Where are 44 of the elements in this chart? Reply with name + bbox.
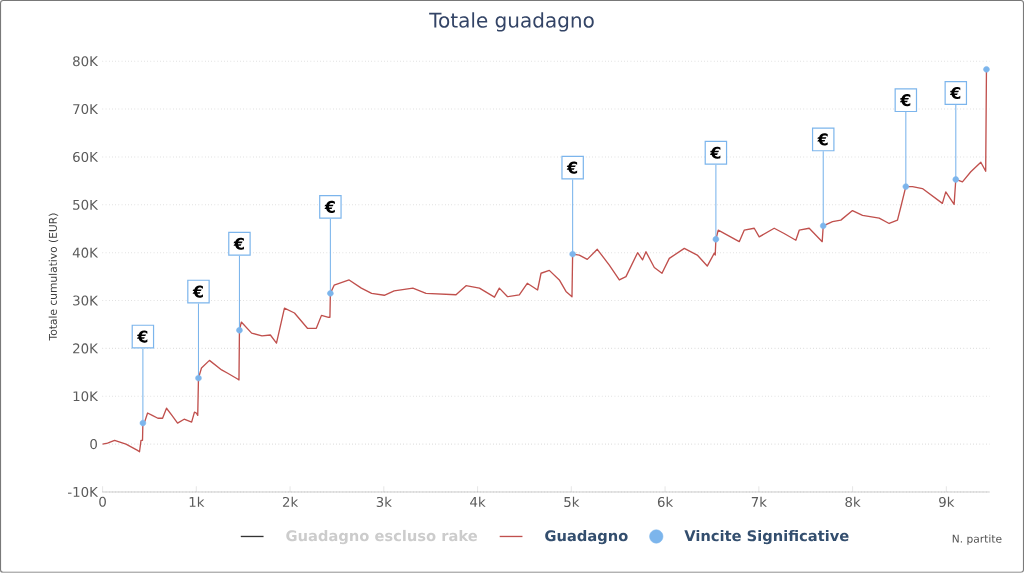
point (712, 236, 720, 243)
x-tick-label: 1k (189, 496, 205, 507)
x-axis-title: N. partite (952, 534, 1002, 545)
annotation: € (817, 133, 828, 146)
y-tick-label: 10K (73, 391, 99, 402)
point (195, 374, 202, 382)
y-tick-label: 0 (90, 439, 97, 450)
point (327, 290, 334, 297)
legend-label: Guadagno (545, 529, 628, 545)
annotation: € (192, 285, 203, 298)
point (569, 250, 576, 258)
x-tick-label: 0 (99, 496, 106, 507)
annotation: € (324, 200, 335, 213)
annotation: € (899, 94, 911, 107)
annotation: € (949, 86, 961, 100)
point (139, 419, 147, 427)
x-tick-label: 3k (376, 496, 392, 508)
y-tick-label: 50K (73, 199, 99, 210)
y-tick-label: 60K (73, 151, 99, 163)
y-tick-label: 40K (72, 247, 99, 258)
point (820, 222, 827, 230)
x-tick-label: 4k (470, 496, 486, 507)
point (983, 66, 990, 73)
x-tick-label: 5k (564, 496, 580, 508)
annotation: € (233, 237, 244, 250)
x-tick-label: 9k (939, 496, 955, 508)
x-tick-label: 6k (657, 496, 674, 508)
annotation: € (137, 330, 148, 343)
y-tick-label: 80K (73, 56, 99, 67)
y-tick-label: 70K (73, 104, 99, 115)
point (952, 176, 959, 183)
point (902, 183, 910, 190)
y-axis-title: Totale cumulativo (EUR) (48, 213, 59, 341)
annotation: € (566, 161, 578, 174)
x-tick-label: 8k (845, 496, 861, 508)
chart-title: Totale guadagno (429, 12, 594, 32)
x-tick-label: 2k (282, 496, 299, 507)
y-tick-label: -10K (67, 486, 99, 498)
y-tick-label: 20K (73, 343, 99, 354)
x-tick-label: 7k (751, 496, 767, 507)
annotation: € (710, 146, 721, 159)
point (236, 327, 243, 334)
legend-label: Vincite Significative (684, 529, 849, 545)
y-tick-label: 30K (73, 295, 99, 306)
